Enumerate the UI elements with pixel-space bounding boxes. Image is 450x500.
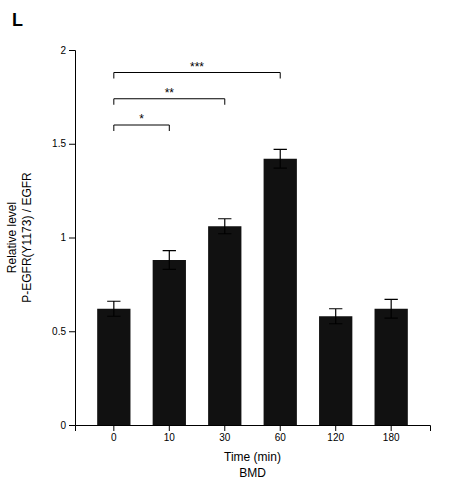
tick-mark [69, 331, 75, 332]
tick: 0.5 [52, 326, 75, 337]
significance-label: * [139, 112, 144, 126]
tick-label: 0.5 [52, 326, 66, 337]
error-bar-line [385, 299, 398, 318]
plot: 00.511.520103060120180******Relative lev… [5, 45, 431, 480]
tick-mark [113, 425, 114, 431]
bar [97, 309, 130, 425]
significance: ****** [114, 60, 280, 132]
bar [153, 260, 186, 425]
tick-label: 30 [219, 432, 231, 443]
tick: 1.5 [52, 138, 75, 149]
error-bar [218, 219, 231, 234]
error-bar [274, 149, 287, 168]
tick-label: 2 [60, 45, 66, 56]
axis-line [76, 426, 431, 432]
bar [264, 159, 297, 425]
marks [97, 149, 408, 425]
tick-label: 120 [327, 432, 344, 443]
error-bar-line [163, 251, 176, 270]
error-bar [329, 309, 342, 324]
bar [375, 309, 408, 425]
tick: 0 [60, 420, 75, 431]
x-axis: 0 10 30 60 120 180 [76, 425, 431, 443]
tick: 0 [111, 425, 117, 443]
tick: 1 [60, 232, 75, 243]
tick-label: 0 [111, 432, 117, 443]
tick-label: 0 [60, 420, 66, 431]
y-axis: 0 0.5 1 1.5 2 [52, 45, 75, 431]
bar [208, 226, 241, 425]
error-bar [385, 299, 398, 318]
tick-mark [224, 425, 225, 431]
tick-mark [280, 425, 281, 431]
tick-mark [69, 144, 75, 145]
tick: 180 [383, 425, 400, 443]
tick-label: 10 [164, 432, 176, 443]
significance-label: ** [165, 86, 175, 100]
error-bar-line [329, 309, 342, 324]
x-axis-label: Time (min)BMD [224, 450, 281, 480]
error-bar [107, 301, 120, 316]
y-axis-label: Relative levelP-EGFR(Y1173) / EGFR [5, 172, 34, 303]
tick: 2 [60, 45, 75, 56]
tick-mark [69, 50, 75, 51]
tick-mark [335, 425, 336, 431]
tick-label: 60 [275, 432, 287, 443]
error-bar-line [274, 149, 287, 168]
tick: 120 [327, 425, 344, 443]
error-bar-line [107, 301, 120, 316]
chart: 00.511.520103060120180******Relative lev… [0, 0, 450, 500]
tick: 30 [219, 425, 231, 443]
tick: 10 [164, 425, 176, 443]
tick-label: 180 [383, 432, 400, 443]
title: L [12, 10, 23, 30]
tick-mark [391, 425, 392, 431]
tick-label: 1.5 [52, 138, 66, 149]
tick-label: 1 [60, 232, 66, 243]
bar [319, 316, 352, 425]
error-bar [163, 251, 176, 270]
significance-label: *** [190, 60, 204, 74]
error-bar-line [218, 219, 231, 234]
tick-mark [69, 425, 75, 426]
tick-mark [69, 238, 75, 239]
axis-line [69, 51, 76, 426]
tick: 60 [275, 425, 287, 443]
tick-mark [169, 425, 170, 431]
